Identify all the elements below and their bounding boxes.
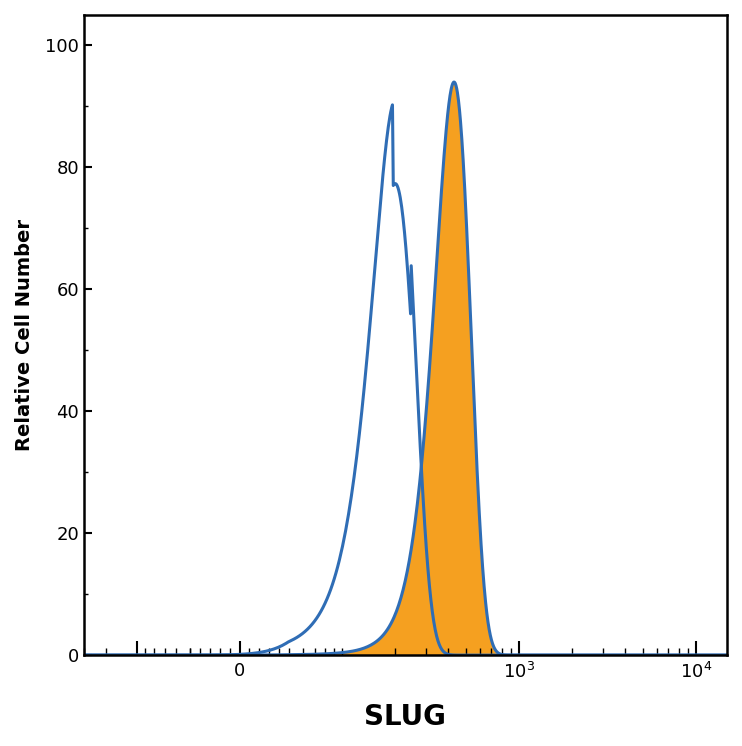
Y-axis label: Relative Cell Number: Relative Cell Number <box>15 219 34 451</box>
X-axis label: SLUG: SLUG <box>364 703 447 731</box>
